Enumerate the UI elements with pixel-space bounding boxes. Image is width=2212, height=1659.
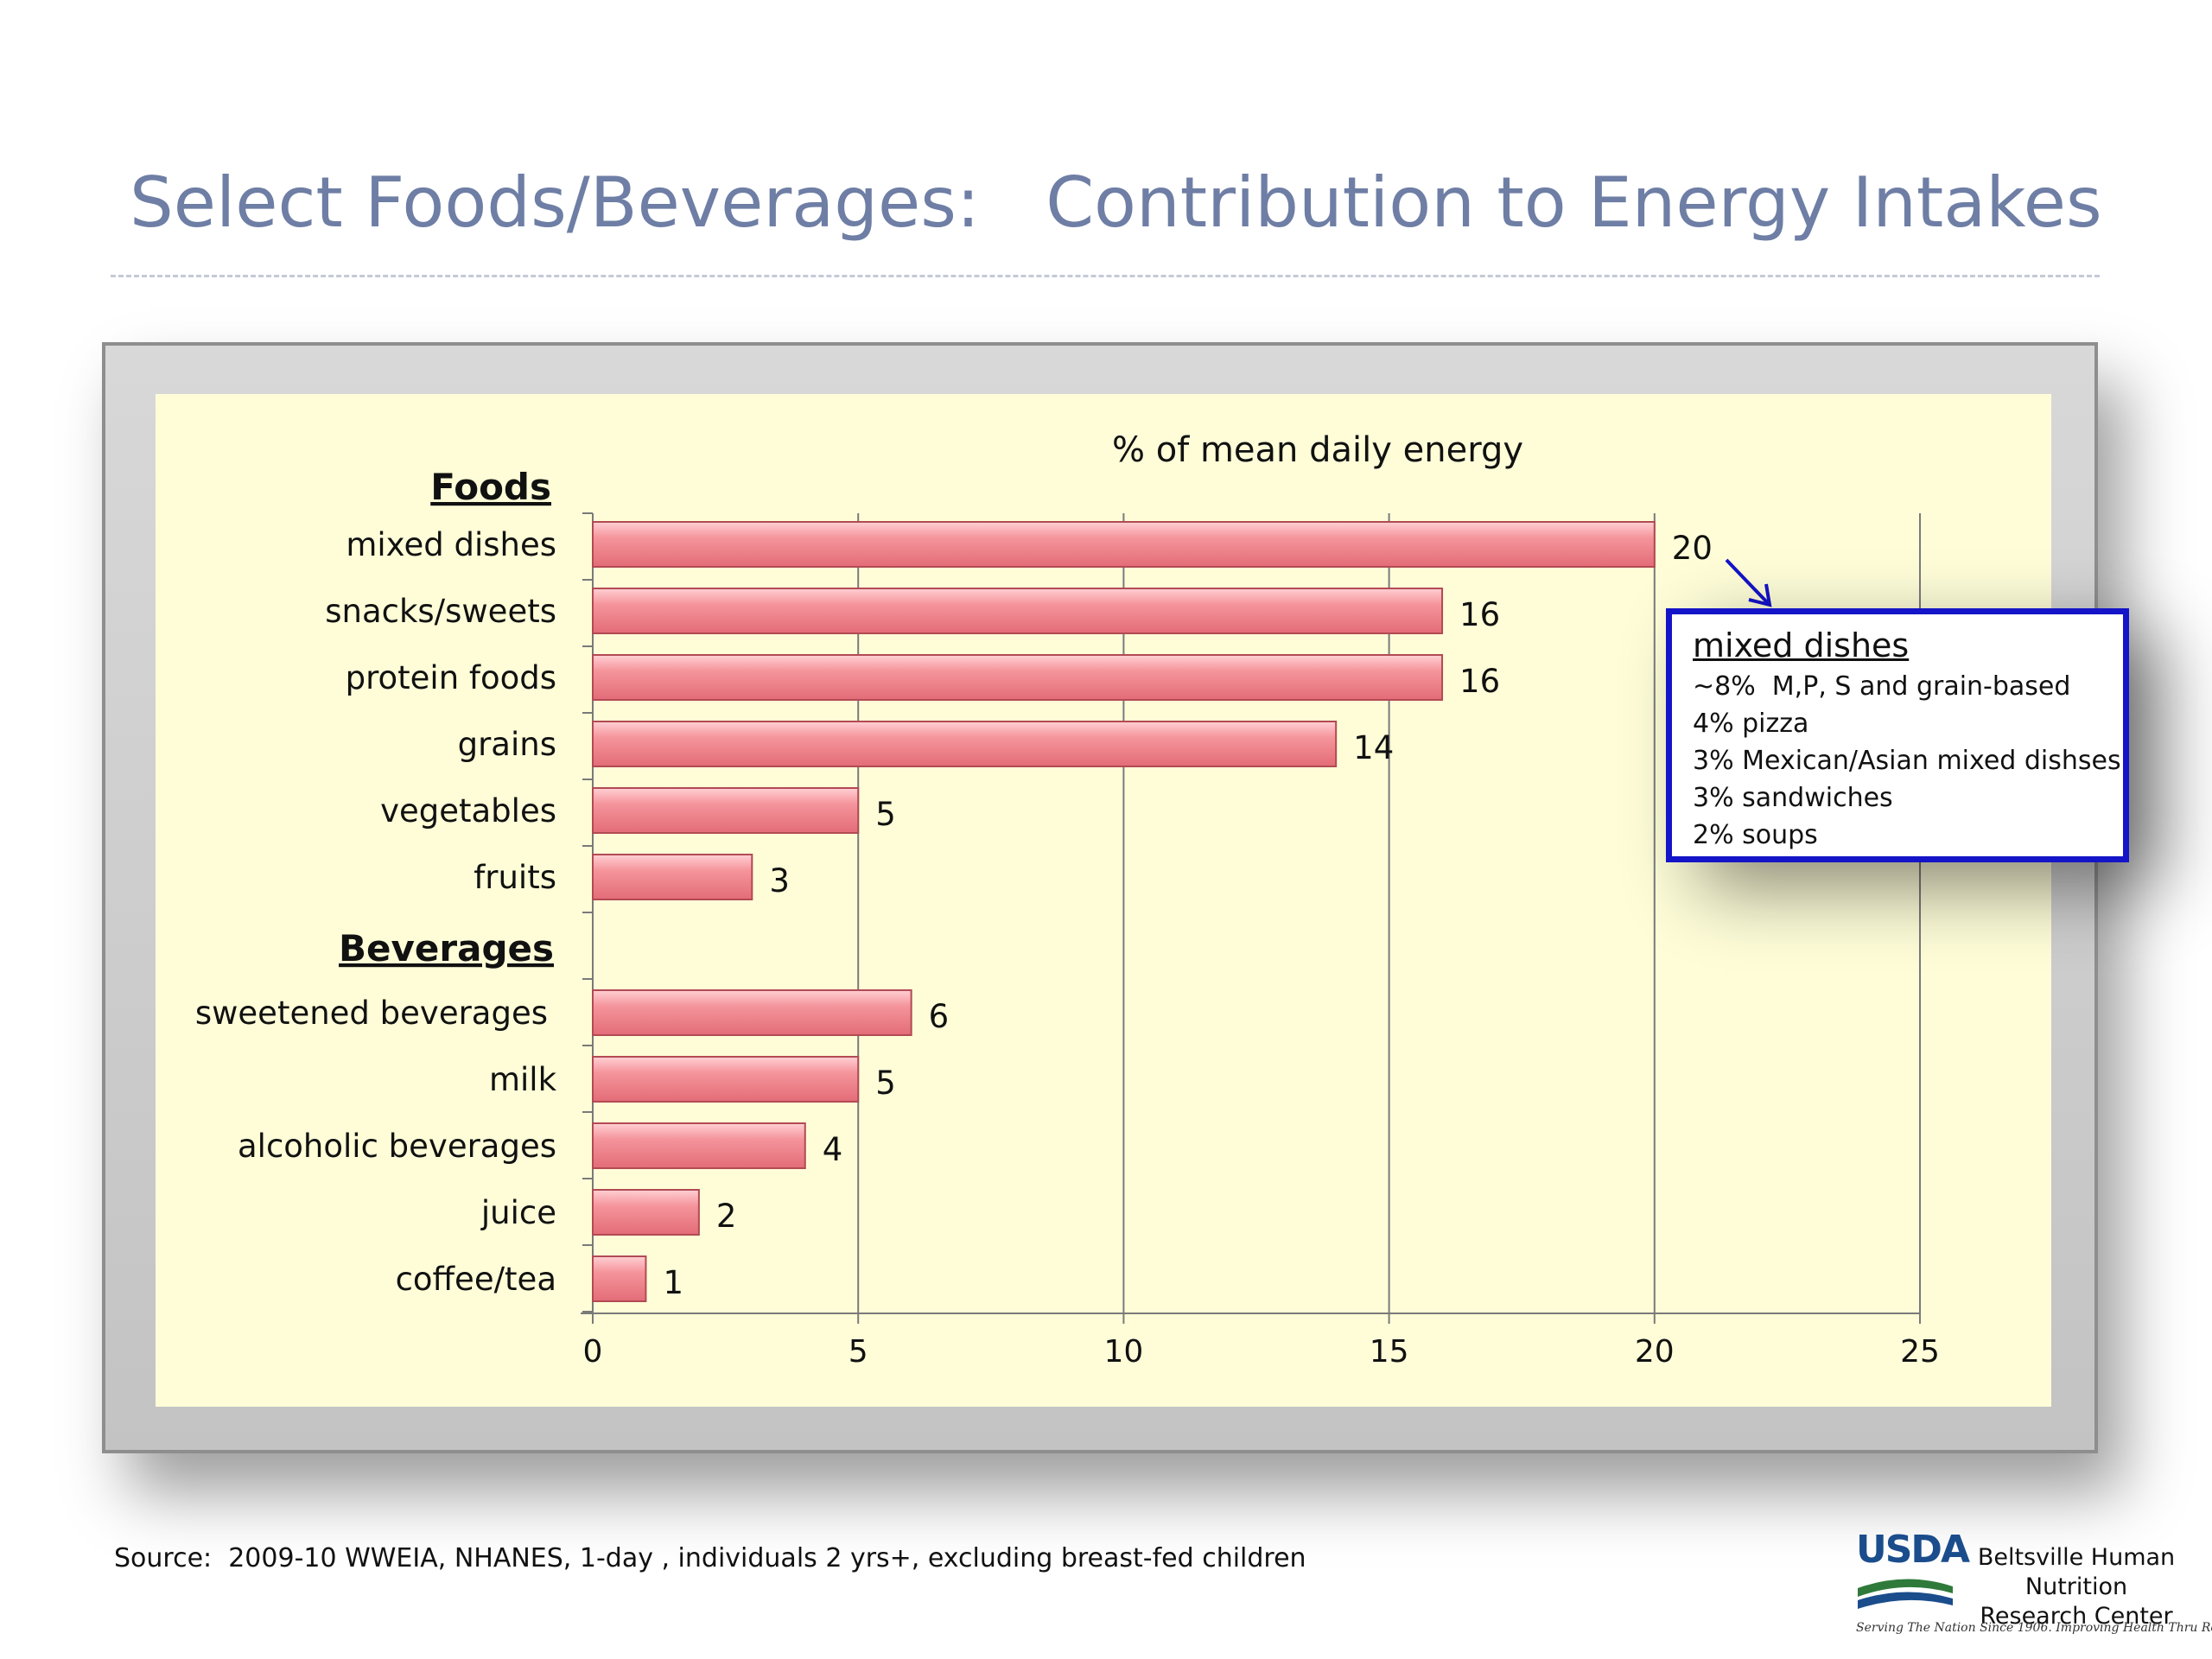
value-label: 2 bbox=[716, 1198, 737, 1235]
chart-title: % of mean daily energy bbox=[1112, 430, 1523, 470]
value-label: 20 bbox=[1672, 530, 1713, 567]
center-line-1: Beltsville Human Nutrition bbox=[1977, 1544, 2176, 1600]
category-label: mixed dishes bbox=[346, 526, 556, 563]
center-line-2: Research Center bbox=[1980, 1603, 2173, 1630]
x-tick-label: 0 bbox=[583, 1334, 603, 1370]
value-label: 4 bbox=[823, 1131, 843, 1168]
usda-stripes-icon bbox=[1858, 1579, 1953, 1609]
value-label: 1 bbox=[663, 1264, 683, 1301]
category-label: fruits bbox=[474, 859, 556, 896]
bar bbox=[592, 1189, 700, 1236]
bar bbox=[592, 1056, 860, 1103]
value-label: 6 bbox=[929, 998, 950, 1035]
mixed-dishes-callout: mixed dishes ~8% M,P, S and grain-based … bbox=[1666, 608, 2129, 862]
bar bbox=[592, 854, 753, 900]
callout-line: 2% soups bbox=[1693, 820, 1818, 850]
bar bbox=[592, 787, 860, 834]
bar bbox=[592, 1255, 647, 1302]
bar bbox=[592, 521, 1656, 568]
callout-title: mixed dishes bbox=[1693, 626, 1910, 664]
usda-bhnrc-logo: USDA Beltsville Human Nutrition Research… bbox=[1856, 1528, 2212, 1640]
value-label: 3 bbox=[769, 862, 790, 899]
bar bbox=[592, 721, 1338, 767]
category-label: milk bbox=[489, 1061, 557, 1098]
category-label: snacks/sweets bbox=[325, 593, 556, 630]
bar bbox=[592, 654, 1444, 701]
category-label: alcoholic beverages bbox=[238, 1128, 556, 1165]
source-note: Source: 2009-10 WWEIA, NHANES, 1-day , i… bbox=[114, 1543, 1306, 1573]
bar bbox=[592, 989, 912, 1036]
research-center-name: Beltsville Human Nutrition Research Cent… bbox=[1960, 1543, 2193, 1631]
value-label: 14 bbox=[1353, 729, 1394, 766]
callout-line: 3% sandwiches bbox=[1693, 783, 1893, 813]
callout-arrow bbox=[1725, 558, 1772, 607]
category-label: sweetened beverages bbox=[195, 995, 548, 1032]
value-label: 16 bbox=[1459, 663, 1500, 700]
x-tick-label: 20 bbox=[1635, 1334, 1675, 1370]
category-label: grains bbox=[458, 726, 556, 763]
title-divider bbox=[111, 275, 2100, 277]
value-label: 16 bbox=[1459, 596, 1500, 633]
x-tick-label: 25 bbox=[1900, 1334, 1940, 1370]
category-label: protein foods bbox=[346, 659, 556, 696]
callout-line: 3% Mexican/Asian mixed dishses bbox=[1693, 746, 2121, 776]
x-tick-label: 10 bbox=[1103, 1334, 1143, 1370]
category-label: juice bbox=[480, 1194, 556, 1231]
value-label: 5 bbox=[875, 796, 896, 833]
bars bbox=[592, 521, 1656, 1302]
bar bbox=[592, 588, 1444, 634]
x-tick-label: 5 bbox=[849, 1334, 868, 1370]
usda-wordmark: USDA bbox=[1856, 1528, 1970, 1572]
category-label: vegetables bbox=[380, 792, 556, 830]
slide-title: Select Foods/Beverages: Contribution to … bbox=[130, 162, 2102, 243]
x-tick-label: 15 bbox=[1370, 1334, 1409, 1370]
bar bbox=[592, 1122, 806, 1169]
group-header: Foods bbox=[430, 466, 551, 508]
group-header: Beverages bbox=[339, 927, 554, 969]
logo-tagline: Serving The Nation Since 1906. Improving… bbox=[1856, 1621, 2212, 1635]
callout-line: 4% pizza bbox=[1693, 709, 1809, 739]
chart-frame bbox=[102, 342, 2098, 1453]
category-label: coffee/tea bbox=[396, 1261, 556, 1298]
callout-line: ~8% M,P, S and grain-based bbox=[1693, 671, 2071, 702]
value-label: 5 bbox=[875, 1065, 896, 1102]
